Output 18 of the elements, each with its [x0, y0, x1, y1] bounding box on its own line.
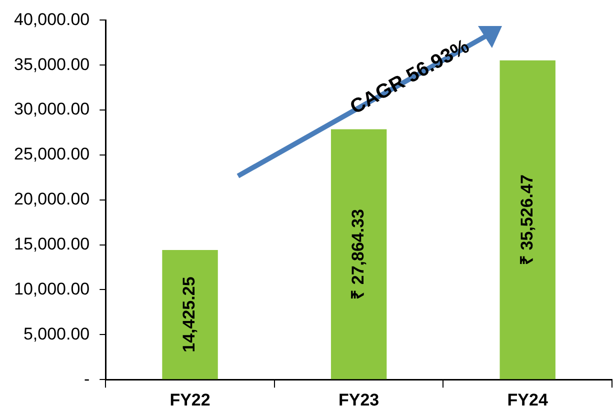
bar — [330, 129, 387, 380]
data-label: 14,425.25 — [180, 276, 199, 352]
x-tick-label: FY22 — [170, 390, 210, 410]
y-tick-label: 30,000.00 — [14, 100, 90, 119]
y-tick-label: - — [84, 369, 90, 388]
bar — [500, 60, 556, 380]
y-tick-label: 5,000.00 — [23, 324, 90, 344]
y-tick-label: 25,000.00 — [14, 144, 90, 164]
data-label: ₹ 27,864.33 — [348, 208, 368, 300]
bar — [162, 250, 218, 380]
data-label: ₹ 35,526.47 — [517, 174, 536, 265]
y-tick-label: 15,000.00 — [14, 234, 90, 254]
y-tick-label: 20,000.00 — [14, 190, 90, 209]
y-tick-label: 35,000.00 — [14, 54, 90, 74]
x-tick-label: FY24 — [507, 390, 548, 410]
y-tick-label: 40,000.00 — [14, 10, 90, 29]
y-tick-label: 10,000.00 — [14, 279, 90, 298]
x-tick-label: FY23 — [338, 390, 380, 410]
